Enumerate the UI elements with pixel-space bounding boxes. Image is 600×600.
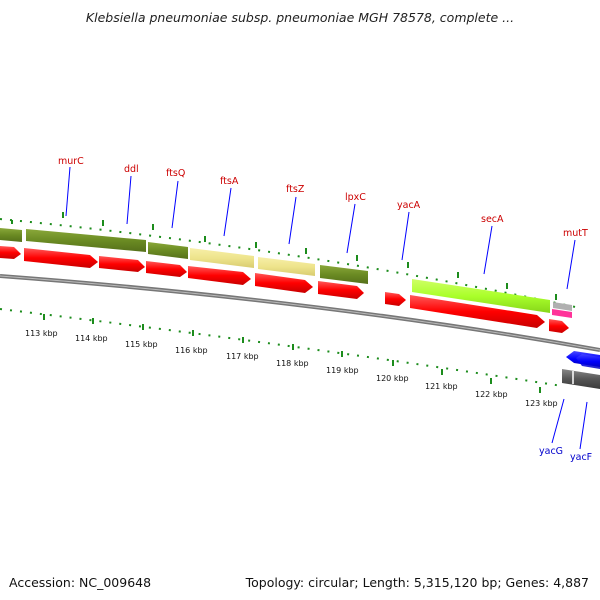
ruler-label-118kbp: 118 kbp bbox=[276, 359, 309, 368]
outer-tick-ring bbox=[0, 212, 581, 309]
map-title: Klebsiella pneumoniae subsp. pneumoniae … bbox=[85, 10, 515, 25]
lime-gene-block bbox=[412, 279, 550, 313]
gene-label-lpxC[interactable]: lpxC bbox=[345, 192, 366, 203]
ruler-label-117kbp: 117 kbp bbox=[226, 352, 259, 361]
cds-reverse-track bbox=[562, 351, 600, 389]
gene-label-murC[interactable]: murC bbox=[58, 156, 84, 167]
olive-gene-block bbox=[320, 265, 368, 284]
gene-label-secA[interactable]: secA bbox=[481, 214, 504, 225]
cds-arrow bbox=[188, 266, 251, 285]
cds-arrow bbox=[99, 256, 145, 272]
ruler-label-121kbp: 121 kbp bbox=[425, 382, 458, 391]
gene-label-ddl[interactable]: ddl bbox=[124, 164, 139, 175]
gene-label-mutT[interactable]: mutT bbox=[563, 228, 588, 239]
gene-label-yacG[interactable]: yacG bbox=[539, 446, 563, 457]
ruler-label-116kbp: 116 kbp bbox=[175, 346, 208, 355]
ruler-label-122kbp: 122 kbp bbox=[475, 390, 508, 399]
ruler-label-114kbp: 114 kbp bbox=[75, 334, 108, 343]
gene-labels-top[interactable] bbox=[65, 166, 576, 290]
ruler-label-115kbp: 115 kbp bbox=[125, 340, 158, 349]
cds-arrow bbox=[318, 281, 364, 299]
gray-gene-block bbox=[562, 369, 600, 389]
cds-arrow bbox=[410, 295, 545, 328]
feature-track-color bbox=[0, 228, 572, 318]
olive-gene-block bbox=[26, 229, 146, 252]
cds-forward-track bbox=[0, 246, 569, 333]
genome-summary-text: Topology: circular; Length: 5,315,120 bp… bbox=[245, 575, 589, 590]
gene-labels-bottom[interactable] bbox=[551, 398, 588, 450]
cds-arrow bbox=[549, 319, 569, 333]
olive-gene-block bbox=[0, 228, 22, 242]
cds-reverse-arrow bbox=[576, 354, 600, 369]
gene-label-ftsZ[interactable]: ftsZ bbox=[286, 184, 305, 195]
ruler-labels: 113 kbp 114 kbp 115 kbp 116 kbp 117 kbp … bbox=[25, 329, 558, 408]
pink-gene-block bbox=[552, 309, 572, 318]
gray-gene-block bbox=[553, 302, 572, 311]
khaki-gene-block bbox=[190, 248, 254, 268]
ruler-label-119kbp: 119 kbp bbox=[326, 366, 359, 375]
cds-arrow bbox=[146, 261, 187, 277]
olive-gene-block bbox=[148, 242, 188, 259]
cds-arrow bbox=[0, 246, 21, 259]
gene-label-ftsQ[interactable]: ftsQ bbox=[166, 168, 185, 179]
ruler-label-113kbp: 113 kbp bbox=[25, 329, 58, 338]
ruler-label-123kbp: 123 kbp bbox=[525, 399, 558, 408]
gene-label-yacA[interactable]: yacA bbox=[397, 200, 421, 211]
cds-arrow bbox=[24, 248, 98, 268]
gene-label-ftsA[interactable]: ftsA bbox=[220, 176, 239, 187]
cds-arrow bbox=[385, 292, 406, 306]
cds-arrow bbox=[255, 273, 313, 293]
gene-label-yacF[interactable]: yacF bbox=[570, 452, 592, 463]
khaki-gene-block bbox=[258, 257, 315, 276]
accession-text: Accession: NC_009648 bbox=[9, 575, 152, 590]
ruler-label-120kbp: 120 kbp bbox=[376, 374, 409, 383]
inner-tick-ring bbox=[0, 308, 563, 393]
